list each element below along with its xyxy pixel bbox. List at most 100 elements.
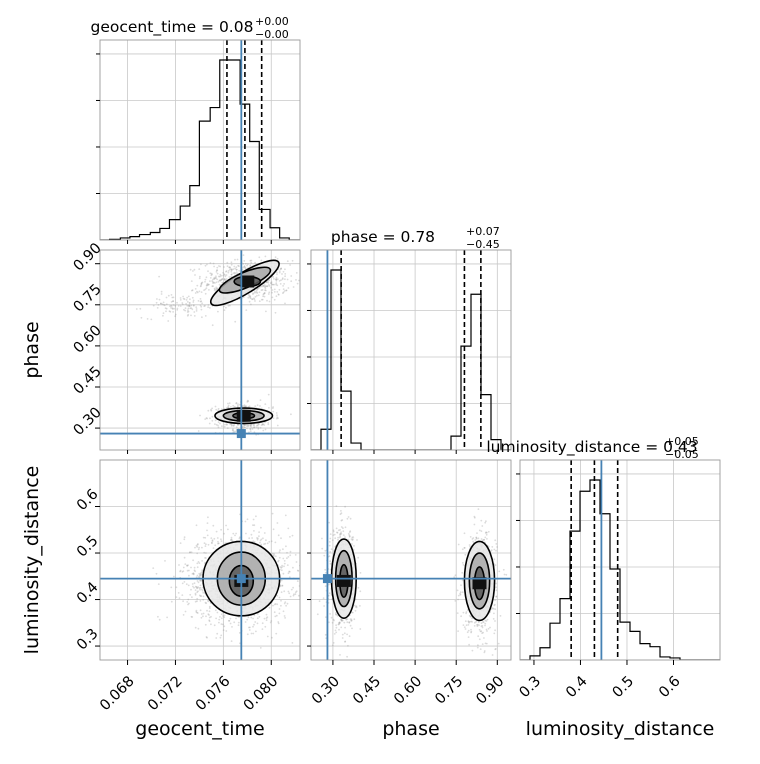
sample-point [275, 614, 278, 617]
sample-point [485, 533, 488, 536]
sample-point [210, 274, 213, 277]
sample-point [477, 508, 480, 510]
sample-point [282, 572, 285, 575]
sample-point [186, 569, 189, 572]
sample-point [198, 268, 201, 270]
sample-point [200, 571, 203, 574]
sample-point [280, 279, 282, 281]
sample-point [258, 291, 261, 294]
x-axis-label-geocent_time: geocent_time [135, 718, 264, 740]
sample-point [276, 416, 279, 419]
sample-point [227, 271, 230, 274]
sample-point [255, 289, 258, 292]
sample-point [470, 631, 472, 634]
sample-point [270, 620, 273, 622]
sample-point [334, 629, 337, 632]
sample-point [200, 308, 203, 311]
sample-point [247, 293, 250, 296]
sample-point [211, 541, 213, 544]
sample-point [215, 617, 218, 620]
sample-point [329, 562, 332, 565]
sample-point [194, 292, 197, 294]
sample-point [263, 292, 265, 295]
sample-point [335, 626, 338, 629]
sample-point [335, 613, 337, 616]
sample-point [183, 556, 186, 559]
sample-point [238, 537, 241, 540]
hist-content [100, 40, 300, 240]
sample-point [183, 538, 186, 541]
sample-point [354, 606, 357, 608]
sample-point [199, 285, 202, 288]
sample-point [208, 422, 211, 425]
sample-point [253, 298, 256, 301]
sample-point [217, 424, 219, 427]
sample-point [355, 606, 358, 609]
sample-point [193, 268, 196, 271]
sample-point [494, 648, 497, 651]
sample-point [329, 551, 332, 553]
sample-point [290, 588, 293, 591]
sample-point [301, 552, 303, 554]
sample-point [281, 277, 284, 279]
sample-point [237, 423, 240, 426]
sample-point [327, 583, 330, 586]
sample-point [199, 574, 202, 576]
sample-point [237, 624, 240, 627]
sample-point [227, 406, 230, 408]
sample-point [255, 291, 258, 294]
sample-point [286, 260, 289, 263]
sample-point [135, 308, 138, 310]
sample-point [189, 268, 192, 271]
sample-point [225, 274, 228, 276]
sample-point [191, 289, 193, 292]
sample-point [480, 530, 483, 532]
sample-point [188, 305, 191, 308]
sample-point [340, 519, 343, 522]
sample-point [252, 426, 255, 429]
sample-point [211, 280, 214, 282]
sample-point [202, 595, 205, 598]
hist-content [311, 250, 511, 450]
sample-point [340, 619, 343, 621]
sample-point [216, 287, 219, 290]
sample-point [244, 405, 246, 408]
sample-point [208, 616, 211, 619]
sample-point [270, 540, 273, 543]
sample-point [493, 632, 496, 635]
hist-panel-luminosity_distance [516, 459, 721, 661]
sample-point [222, 629, 225, 631]
sample-point [196, 543, 199, 546]
sample-point [480, 519, 483, 522]
sample-point [181, 594, 184, 596]
sample-point [267, 422, 270, 424]
sample-point [223, 425, 226, 428]
sample-point [283, 560, 286, 562]
sample-point [229, 617, 232, 620]
sample-point [344, 526, 347, 529]
sample-point [337, 536, 339, 539]
sample-point [478, 529, 481, 532]
sample-point [468, 621, 470, 624]
sample-point [334, 537, 337, 540]
sample-point [228, 619, 230, 622]
sample-point [158, 618, 161, 621]
sample-point [261, 285, 263, 288]
x-tick-label: 0.076 [193, 673, 234, 714]
sample-point [257, 424, 259, 427]
sample-point [220, 278, 223, 281]
sample-point [284, 273, 287, 275]
sample-point [231, 429, 234, 432]
sample-point [210, 272, 213, 275]
sample-point [252, 423, 255, 426]
sample-point [204, 418, 207, 420]
sample-point [194, 593, 197, 596]
sample-point [353, 660, 355, 662]
sample-point [194, 585, 197, 588]
sample-point [237, 264, 240, 267]
sample-point [336, 531, 339, 534]
sample-point [263, 292, 266, 294]
sample-point [290, 413, 292, 416]
sample-point [283, 590, 286, 593]
sample-point [250, 303, 252, 306]
